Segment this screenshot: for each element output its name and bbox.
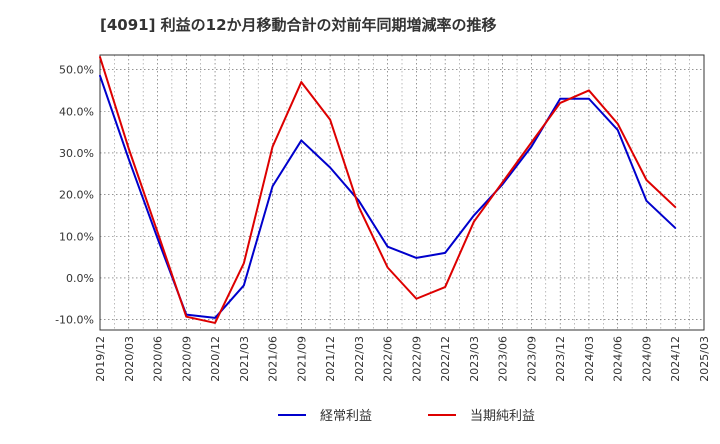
- x-tick-label: 2021/06: [267, 336, 280, 382]
- x-tick-label: 2020/09: [180, 336, 193, 382]
- y-tick-label: 20.0%: [59, 189, 94, 202]
- series-line-2: [99, 56, 677, 324]
- x-tick-label: 2023/12: [554, 336, 567, 382]
- y-tick-label: 40.0%: [59, 105, 94, 118]
- chart-title: [4091] 利益の12か月移動合計の対前年同期増減率の推移: [100, 16, 497, 34]
- legend-label-2: 当期純利益: [470, 409, 535, 424]
- x-tick-label: 2022/12: [439, 336, 452, 382]
- x-tick-label: 2021/09: [295, 336, 308, 382]
- x-tick-label: 2020/06: [152, 336, 165, 382]
- x-tick-label: 2021/03: [238, 336, 251, 382]
- series: [99, 56, 677, 324]
- x-tick-label: 2024/09: [640, 336, 653, 382]
- y-tick-label: 50.0%: [59, 64, 94, 77]
- y-tick-label: 30.0%: [59, 147, 94, 160]
- x-tick-label: 2019/12: [94, 336, 107, 382]
- series-line-1: [99, 74, 677, 319]
- legend: 経常利益 当期純利益: [278, 409, 535, 424]
- x-tick-label: 2025/03: [698, 336, 711, 382]
- x-tick-label: 2023/03: [468, 336, 481, 382]
- x-tick-label: 2022/09: [410, 336, 423, 382]
- x-tick-label: 2023/09: [525, 336, 538, 382]
- y-tick-label: 0.0%: [66, 272, 94, 285]
- x-tick-label: 2020/03: [123, 336, 136, 382]
- x-tick-label: 2021/12: [324, 336, 337, 382]
- y-tick-label: 10.0%: [59, 230, 94, 243]
- x-tick-label: 2020/12: [209, 336, 222, 382]
- plot-border: [99, 54, 705, 331]
- y-tick-label: -10.0%: [55, 314, 94, 327]
- axes: -10.0% 0.0% 10.0% 20.0% 30.0% 40.0% 50.0% 2019/…: [55, 54, 711, 382]
- x-tick-label: 2022/06: [382, 336, 395, 382]
- x-tick-label: 2023/06: [497, 336, 510, 382]
- legend-label-1: 経常利益: [320, 409, 372, 424]
- x-tick-label: 2024/06: [612, 336, 625, 382]
- x-tick-label: 2024/03: [583, 336, 596, 382]
- x-tick-label: 2024/12: [669, 336, 682, 382]
- x-tick-label: 2022/03: [353, 336, 366, 382]
